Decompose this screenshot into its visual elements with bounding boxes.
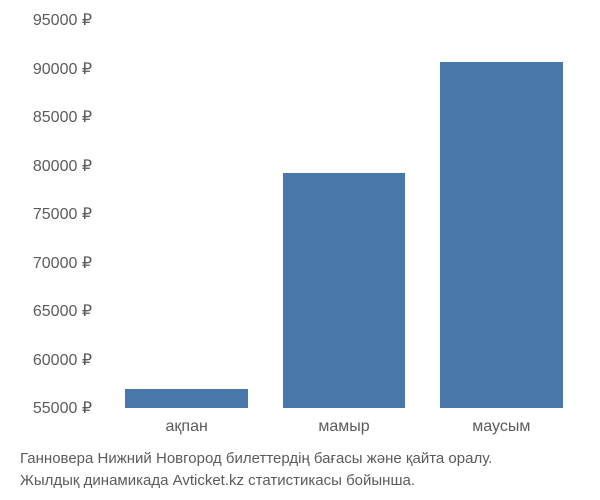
y-tick-label: 70000 ₽ [33,253,92,273]
y-tick-label: 60000 ₽ [33,350,92,370]
y-tick-label: 65000 ₽ [33,301,92,321]
caption-line-2: Жылдық динамикада Avticket.kz статистика… [20,470,580,492]
y-tick-label: 75000 ₽ [33,204,92,224]
y-tick-label: 90000 ₽ [33,59,92,79]
y-tick-label: 55000 ₽ [33,398,92,418]
y-tick-label: 80000 ₽ [33,156,92,176]
x-tick-label: мамыр [318,418,369,436]
bar [440,62,563,408]
chart-caption: Ганновера Нижний Новгород билеттердің ба… [20,448,580,492]
bar [125,389,248,408]
bar [283,173,406,408]
price-chart: 55000 ₽ 60000 ₽ 65000 ₽ 70000 ₽ 75000 ₽ 80000… [0,0,600,500]
x-tick-label: ақпан [166,418,208,436]
y-tick-label: 95000 ₽ [33,10,92,30]
caption-line-1: Ганновера Нижний Новгород билеттердің ба… [20,448,580,470]
y-axis: 55000 ₽60000 ₽65000 ₽70000 ₽75000 ₽80000… [0,20,100,408]
x-tick-label: маусым [472,418,530,436]
y-tick-label: 85000 ₽ [33,107,92,127]
x-axis: ақпан мамыр маусым [108,412,580,446]
plot-area [108,20,580,408]
